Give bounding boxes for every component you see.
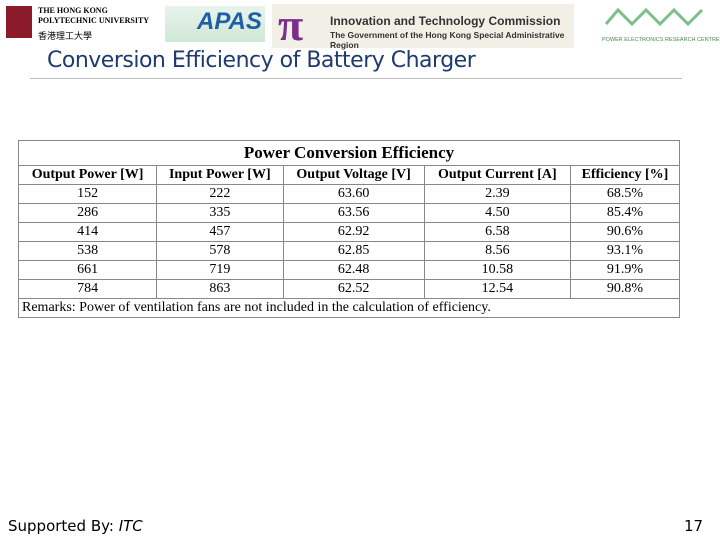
remarks-row: Remarks: Power of ventilation fans are n… [18, 298, 680, 318]
cell: 12.54 [423, 279, 571, 299]
apas-text: APAS [197, 8, 262, 35]
cell: 661 [17, 260, 158, 280]
itc-name: Innovation and Technology Commission [330, 14, 561, 28]
cell: 62.85 [282, 241, 425, 261]
cell: 2.39 [423, 184, 571, 204]
cell: 85.4% [569, 203, 681, 223]
column-header: Efficiency [%] [569, 165, 681, 185]
logo-itc: π Innovation and Technology Commission T… [272, 0, 574, 50]
cell: 457 [156, 222, 284, 242]
logo-polyu: THE HONG KONG POLYTECHNIC UNIVERSITY 香港理… [6, 4, 156, 44]
cell: 719 [156, 260, 284, 280]
cell: 90.8% [569, 279, 681, 299]
data-row: 414 457 62.92 6.58 90.6% [17, 222, 681, 242]
cell: 8.56 [423, 241, 571, 261]
cell: 93.1% [569, 241, 681, 261]
cell: 91.9% [569, 260, 681, 280]
data-row: 286 335 63.56 4.50 85.4% [17, 203, 681, 223]
cell: 4.50 [423, 203, 571, 223]
cell: 286 [17, 203, 158, 223]
cell: 63.56 [282, 203, 425, 223]
slide-title: Conversion Efficiency of Battery Charger [47, 48, 476, 73]
cell: 68.5% [569, 184, 681, 204]
cell: 578 [156, 241, 284, 261]
data-row: 152 222 63.60 2.39 68.5% [17, 184, 681, 204]
cell: 90.6% [569, 222, 681, 242]
cell: 784 [17, 279, 158, 299]
column-header: Output Voltage [V] [282, 165, 425, 185]
cell: 62.92 [282, 222, 425, 242]
cell: 152 [17, 184, 158, 204]
cell: 62.48 [282, 260, 425, 280]
supported-label: Supported By: [8, 517, 119, 535]
cell: 6.58 [423, 222, 571, 242]
sponsor: ITC [118, 517, 143, 535]
table-title: Power Conversion Efficiency [18, 140, 680, 166]
polyu-chinese: 香港理工大學 [38, 31, 93, 41]
cell: 63.60 [282, 184, 425, 204]
polyu-name: THE HONG KONG POLYTECHNIC UNIVERSITY [38, 6, 150, 25]
perc-name: POWER ELECTRONICS RESEARCH CENTRE [602, 37, 720, 43]
column-header: Input Power [W] [156, 165, 284, 185]
logo-perc: POWER ELECTRONICS RESEARCH CENTRE [596, 4, 720, 48]
cell: 414 [17, 222, 158, 242]
cell: 222 [156, 184, 284, 204]
pi-symbol: π [278, 0, 304, 50]
efficiency-table: Power Conversion Efficiency Output Power … [17, 140, 681, 318]
cell: 863 [156, 279, 284, 299]
logo-apas: APAS [165, 6, 265, 42]
cell: 62.52 [282, 279, 425, 299]
footer-supported: Supported By: ITC [8, 517, 143, 535]
header-row: Output Power [W] Input Power [W] Output Vo… [17, 165, 681, 185]
cell: 10.58 [423, 260, 571, 280]
cell: 538 [17, 241, 158, 261]
column-header: Output Power [W] [17, 165, 158, 185]
data-row: 538 578 62.85 8.56 93.1% [17, 241, 681, 261]
header-rule [30, 78, 682, 79]
cell: 335 [156, 203, 284, 223]
data-row: 784 863 62.52 12.54 90.8% [17, 279, 681, 299]
column-header: Output Current [A] [423, 165, 571, 185]
data-row: 661 719 62.48 10.58 91.9% [17, 260, 681, 280]
itc-government: The Government of the Hong Kong Special … [330, 30, 565, 50]
polyu-emblem [6, 6, 32, 38]
title-row: Power Conversion Efficiency [18, 140, 680, 166]
remarks: Remarks: Power of ventilation fans are n… [18, 298, 680, 318]
perc-icon [604, 7, 704, 27]
page-number: 17 [684, 517, 704, 535]
